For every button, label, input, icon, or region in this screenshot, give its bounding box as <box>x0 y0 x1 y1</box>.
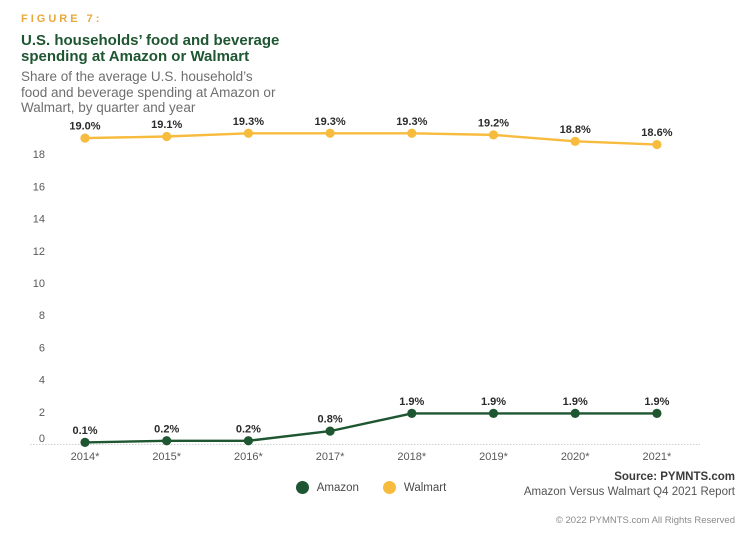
source-detail: Amazon Versus Walmart Q4 2021 Report <box>523 486 735 498</box>
walmart-legend-dot-icon <box>382 481 396 494</box>
y-axis-tick-label: 8 <box>39 310 45 322</box>
amazon-point <box>652 408 662 419</box>
walmart-point <box>407 128 417 138</box>
y-axis-tick-label: 2 <box>39 407 45 419</box>
x-axis-label: 2015* <box>152 451 181 463</box>
walmart-point-label: 18.6% <box>641 127 672 139</box>
walmart-point <box>162 131 172 142</box>
x-axis-label: 2019* <box>479 451 508 463</box>
amazon-legend-label: Amazon <box>316 481 359 494</box>
x-axis-label: 2018* <box>397 451 426 463</box>
amazon-point <box>243 436 253 446</box>
amazon-point <box>488 408 499 419</box>
amazon-point-label: 0.2% <box>236 423 261 435</box>
walmart-point-label: 19.3% <box>233 116 264 128</box>
amazon-point <box>80 437 90 447</box>
amazon-point-label: 0.1% <box>72 425 97 437</box>
amazon-point <box>407 408 417 419</box>
amazon-point-label: 1.9% <box>399 396 424 408</box>
chart-title: U.S. households’ food and beverage spend… <box>21 33 279 65</box>
walmart-point <box>243 128 253 138</box>
walmart-point-label: 19.3% <box>314 116 345 128</box>
copyright-text: © 2022 PYMNTS.com All Rights Reserved <box>555 515 735 526</box>
walmart-point-label: 18.8% <box>560 124 591 136</box>
figure-label: FIGURE 7: <box>21 13 103 25</box>
walmart-point-label: 19.3% <box>396 116 427 128</box>
amazon-legend-dot-icon <box>295 481 309 494</box>
chart-title-line1: U.S. households’ food and beverage <box>21 32 280 49</box>
y-axis-tick-label: 18 <box>33 149 45 161</box>
chart-legend: Amazon Walmart <box>30 481 712 494</box>
chart-subtitle: Share of the average U.S. household’s fo… <box>21 69 276 115</box>
amazon-point-label: 0.2% <box>154 423 179 435</box>
walmart-point <box>325 128 335 138</box>
walmart-point <box>488 130 499 140</box>
amazon-point <box>325 426 335 436</box>
x-axis-label: 2016* <box>234 451 263 463</box>
amazon-point <box>570 408 580 419</box>
walmart-point <box>80 133 90 143</box>
y-axis-tick-label: 0 <box>39 433 45 445</box>
walmart-point <box>652 139 662 150</box>
y-axis-tick-label: 6 <box>39 342 45 354</box>
y-axis-tick-label: 12 <box>33 246 45 258</box>
y-axis-tick-label: 10 <box>33 278 45 290</box>
walmart-point-label: 19.1% <box>151 119 182 131</box>
y-axis-tick-label: 16 <box>33 181 45 193</box>
amazon-point-label: 1.9% <box>563 396 588 408</box>
x-axis-label: 2014* <box>71 451 100 463</box>
walmart-point-label: 19.0% <box>69 121 100 133</box>
amazon-line <box>84 412 657 444</box>
amazon-point-label: 1.9% <box>481 396 506 408</box>
x-axis-label: 2017* <box>316 451 345 463</box>
y-axis-tick-label: 4 <box>39 375 45 387</box>
y-axis-tick-label: 14 <box>33 214 45 226</box>
walmart-point-label: 19.2% <box>478 117 509 129</box>
amazon-point-label: 0.8% <box>318 414 343 426</box>
x-axis-label: 2021* <box>643 451 672 463</box>
x-axis-label: 2020* <box>561 451 590 463</box>
chart-title-line2: spending at Amazon or Walmart <box>21 48 250 65</box>
source-block: Source: PYMNTS.com Amazon Versus Walmart… <box>524 470 735 500</box>
legend-item-amazon: Amazon <box>295 481 359 494</box>
legend-item-walmart: Walmart <box>382 481 447 494</box>
walmart-legend-label: Walmart <box>403 481 447 494</box>
source-label: Source: PYMNTS.com <box>614 471 735 483</box>
walmart-line <box>84 132 657 146</box>
amazon-point-label: 1.9% <box>644 396 669 408</box>
amazon-point <box>162 436 172 446</box>
walmart-point <box>570 136 580 146</box>
